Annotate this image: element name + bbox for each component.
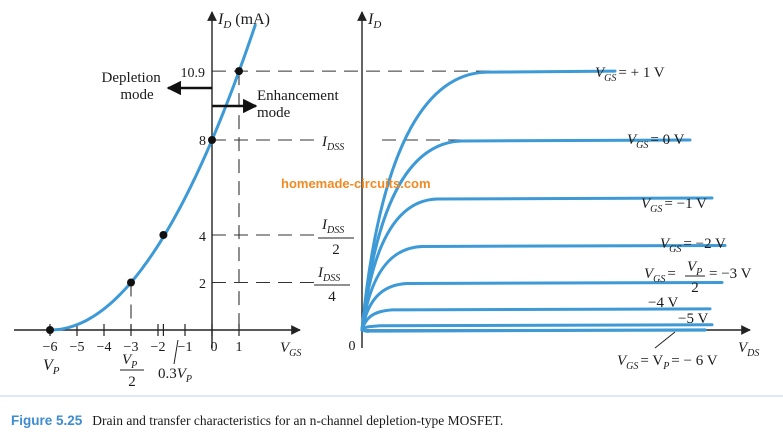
transfer-x-tick-label: −5 (70, 340, 85, 355)
idss-half-label: IDSS 2 (318, 217, 354, 258)
drain-curve (360, 243, 727, 332)
transfer-point (46, 326, 54, 334)
transfer-x-tick-label: −3 (124, 340, 139, 355)
curve-label-minus4: −4 V (648, 295, 678, 311)
drain-curve (360, 69, 617, 332)
transfer-x-tick-label: 0 (211, 340, 218, 355)
transfer-points (46, 67, 243, 334)
vp-label: VP (43, 357, 60, 377)
svg-text:VP: VP (122, 352, 137, 371)
curve-label-vgs-vp-half: VGS = VP 2 = −3 V (644, 259, 752, 296)
transfer-curve (48, 23, 257, 332)
svg-text:2: 2 (691, 280, 699, 296)
idss-quarter-label: IDSS 4 (314, 265, 350, 305)
enhancement-label: Enhancement mode (257, 88, 342, 121)
transfer-chart: −6 −5 −4 −3 −2 −1 0 1 10.9 8 4 2 ID (mA) VGS Dep… (14, 11, 580, 390)
svg-text:2: 2 (128, 374, 136, 390)
transfer-point (127, 278, 135, 287)
transfer-x-tick-label: −6 (43, 340, 58, 355)
vp-curve-pointer (654, 331, 676, 349)
y-label-10-9: 10.9 (181, 66, 206, 81)
svg-text:VP: VP (687, 259, 702, 278)
transfer-x-tick-label: −4 (97, 340, 112, 355)
drain-curve (360, 281, 724, 332)
watermark: homemade-circuits.com (281, 176, 431, 191)
transfer-x-axis-title: VGS (280, 340, 301, 359)
y-label-4: 4 (199, 230, 206, 245)
point3vp-label: 0.3VP (158, 366, 192, 385)
drain-curve (360, 328, 707, 333)
drain-curve (360, 307, 712, 332)
curve-label-vgs-plus1: VGS = + 1 V (595, 65, 665, 84)
transfer-point (159, 231, 168, 239)
y-label-8: 8 (199, 134, 206, 149)
transfer-x-tick-label: 1 (236, 340, 243, 355)
curve-label-vgs-vp: VGS = VP = − 6 V (617, 353, 718, 372)
drain-curves (360, 69, 727, 333)
svg-text:2: 2 (332, 242, 340, 258)
transfer-point (235, 67, 243, 76)
point3vp-pointer (173, 339, 179, 365)
svg-text:IDSS: IDSS (321, 217, 344, 236)
curve-label-vgs-minus2: VGS = −2 V (660, 236, 726, 255)
transfer-x-tick-label: −2 (151, 340, 166, 355)
curve-label-minus5: −5 V (678, 311, 708, 327)
transfer-x-tick-label: −1 (178, 340, 193, 355)
transfer-point (208, 136, 216, 144)
drain-y-axis-title: ID (367, 11, 381, 31)
drain-curve (360, 138, 692, 332)
caption: Figure 5.25 Drain and transfer characteri… (11, 413, 503, 428)
vp-half-label: VP 2 (120, 352, 144, 390)
y-label-2: 2 (199, 277, 206, 292)
svg-text:IDSS: IDSS (317, 265, 340, 284)
idss-label: IDSS (321, 134, 344, 153)
svg-text:= −3 V: = −3 V (709, 266, 752, 282)
transfer-x-ticks: −6 −5 −4 −3 −2 −1 0 1 (43, 324, 243, 355)
transfer-y-axis-title: ID (mA) (217, 11, 270, 31)
svg-text:VGS=: VGS = (644, 266, 676, 285)
drain-curve (360, 196, 714, 332)
drain-chart: ID VDS 0 IDSS IDSS 2 IDSS 4 VGS = + 1 V V… (314, 11, 759, 372)
drain-x-axis-title: VDS (738, 340, 759, 359)
curve-label-vgs-0: VGS = 0 V (627, 132, 685, 151)
svg-text:4: 4 (328, 289, 336, 305)
curve-label-vgs-minus1: VGS = −1 V (641, 196, 707, 215)
drain-origin-label: 0 (349, 339, 356, 354)
depletion-label: Depletion mode (102, 70, 165, 103)
